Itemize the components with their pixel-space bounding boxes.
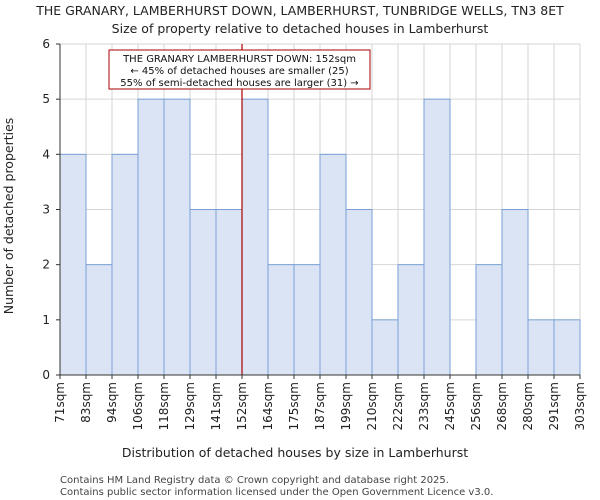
x-tick-label-129sqm: 129sqm (183, 382, 197, 430)
bar-187sqm (319, 153, 347, 376)
bar-280sqm (527, 319, 555, 376)
x-tick-label-280sqm: 280sqm (521, 382, 535, 430)
bar-222sqm (397, 264, 425, 376)
footer-line-1: Contains HM Land Registry data © Crown c… (60, 475, 449, 486)
x-tick-label-199sqm: 199sqm (339, 382, 353, 430)
x-tick-label-152sqm: 152sqm (235, 382, 249, 430)
annotation-line-1: THE GRANARY LAMBERHURST DOWN: 152sqm (122, 54, 356, 65)
x-tick-label-222sqm: 222sqm (391, 382, 405, 430)
bar-256sqm (475, 264, 503, 376)
bar-94sqm (111, 153, 139, 376)
bar-233sqm (423, 98, 451, 376)
x-tick-label-106sqm: 106sqm (131, 382, 145, 430)
y-ticks: 0 1 2 3 4 5 6 (42, 37, 60, 382)
y-axis-label: Number of detached properties (1, 118, 16, 315)
x-tick-label-245sqm: 245sqm (443, 382, 457, 430)
y-tick-label-3: 3 (42, 203, 50, 217)
chart-subtitle: Size of property relative to detached ho… (112, 21, 489, 36)
x-tick-label-164sqm: 164sqm (261, 382, 275, 430)
y-tick-label-1: 1 (42, 313, 50, 327)
bar-268sqm (501, 209, 529, 376)
annotation-box: THE GRANARY LAMBERHURST DOWN: 152sqm ← 4… (108, 49, 371, 90)
bars (59, 98, 581, 376)
y-tick-label-5: 5 (42, 92, 50, 106)
x-tick-label-71sqm: 71sqm (53, 382, 67, 423)
x-tick-label-303sqm: 303sqm (573, 382, 587, 430)
bar-83sqm (85, 264, 113, 376)
annotation-line-2: ← 45% of detached houses are smaller (25… (130, 66, 348, 77)
annotation-frame (108, 49, 371, 90)
x-ticks: 71sqm 83sqm 94sqm 106sqm 118sqm 129sqm 141sqm 1… (53, 375, 587, 430)
bar-152sqm (241, 98, 269, 376)
x-tick-label-268sqm: 268sqm (495, 382, 509, 430)
bar-210sqm (371, 319, 399, 376)
y-tick-label-6: 6 (42, 37, 50, 51)
x-tick-label-187sqm: 187sqm (313, 382, 327, 430)
x-tick-label-118sqm: 118sqm (157, 382, 171, 430)
x-axis-label: Distribution of detached houses by size … (122, 445, 468, 460)
bar-141sqm (215, 209, 243, 376)
bar-175sqm (293, 264, 321, 376)
x-tick-label-210sqm: 210sqm (365, 382, 379, 430)
chart-title: THE GRANARY, LAMBERHURST DOWN, LAMBERHUR… (35, 3, 564, 18)
x-tick-label-83sqm: 83sqm (79, 382, 93, 423)
bar-106sqm (137, 98, 165, 376)
bar-199sqm (345, 209, 373, 376)
bar-129sqm (189, 209, 217, 376)
y-tick-label-0: 0 (42, 368, 50, 382)
x-tick-label-291sqm: 291sqm (547, 382, 561, 430)
x-tick-label-233sqm: 233sqm (417, 382, 431, 430)
bar-164sqm (267, 264, 295, 376)
bar-71sqm (59, 153, 87, 376)
bar-291sqm (553, 319, 581, 376)
x-tick-label-175sqm: 175sqm (287, 382, 301, 430)
y-tick-label-4: 4 (42, 147, 50, 161)
x-tick-label-141sqm: 141sqm (209, 382, 223, 430)
footer-line-2: Contains public sector information licen… (60, 487, 493, 498)
bar-118sqm (163, 98, 191, 376)
x-tick-label-256sqm: 256sqm (469, 382, 483, 430)
y-tick-label-2: 2 (42, 258, 50, 272)
x-tick-label-94sqm: 94sqm (105, 382, 119, 423)
annotation-line-3: 55% of semi-detached houses are larger (… (120, 78, 358, 89)
